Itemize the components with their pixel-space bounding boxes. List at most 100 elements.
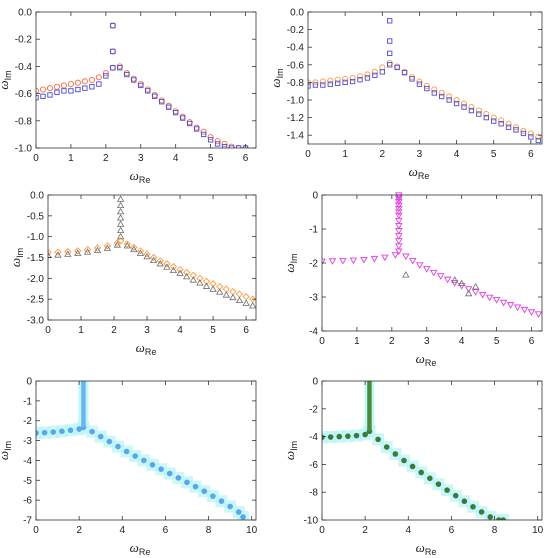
y-tick-label: -5 (23, 476, 32, 487)
y-tick-label: -2 (309, 404, 318, 415)
series-0 (48, 237, 256, 303)
data-point (215, 288, 224, 295)
data-point (345, 433, 351, 439)
data-point (496, 517, 502, 520)
data-point (527, 130, 534, 137)
plot-area (36, 381, 250, 520)
data-point (201, 488, 208, 495)
chart-panel-middle-right: 0 1 2 3 4 5 6 -4 -3 -2 -1 0 ωRe ωIm (282, 191, 543, 368)
data-point (371, 68, 378, 75)
x-tick-label: 1 (354, 336, 360, 347)
plot-area (36, 22, 249, 148)
y-tick-label: -0.2 (15, 35, 33, 46)
data-point (242, 299, 250, 306)
data-point (450, 280, 459, 287)
y-tick-label: 0.0 (30, 191, 44, 202)
data-point (41, 429, 48, 436)
data-point (180, 115, 186, 121)
data-point (235, 290, 244, 298)
x-tick-label: 10 (532, 525, 544, 536)
data-point (156, 257, 164, 265)
data-point (322, 434, 325, 441)
x-axis-label: ωRe (416, 351, 437, 368)
data-point (50, 429, 57, 435)
data-point (249, 302, 256, 309)
x-tick-label: 1 (342, 149, 348, 160)
data-point (176, 269, 184, 276)
x-tick-label: 3 (424, 336, 430, 347)
data-point (395, 196, 403, 203)
x-tick-label: 1 (78, 325, 84, 336)
data-point (192, 483, 199, 490)
series-1 (308, 18, 541, 144)
data-point (401, 457, 407, 464)
data-point (535, 133, 542, 141)
data-point (67, 81, 74, 88)
chart-panel-middle-left: 0 1 2 3 4 5 6 -3.0 -2.5 -2.0 -1.5 -1.0 -0.5 0.0 ωRe ωIm (8, 191, 257, 357)
data-point (471, 289, 480, 296)
data-point (513, 127, 519, 133)
data-point (116, 232, 125, 240)
chart-panel-top-left: 0 1 2 3 4 5 6 -1.0 -0.8 -0.6 -0.4 -0.2 0.0 ωRe ωIm (0, 8, 257, 185)
data-point (82, 85, 88, 91)
data-point (116, 195, 125, 202)
x-axis-label: ωRe (409, 164, 430, 181)
y-tick-label: 0.0 (18, 8, 32, 19)
data-point (490, 114, 497, 121)
data-point (196, 279, 204, 286)
data-point (312, 82, 319, 88)
data-point (46, 85, 54, 92)
data-point (375, 436, 381, 443)
y-tick-label: -0.6 (287, 60, 305, 71)
data-point (222, 291, 230, 298)
y-tick-label: 0 (312, 377, 318, 388)
data-point (505, 124, 512, 130)
data-point (228, 145, 235, 148)
data-point (353, 432, 360, 439)
vertical-branch (367, 381, 372, 432)
data-point (349, 78, 356, 85)
y-tick-label: -3 (309, 293, 318, 304)
data-point (93, 246, 102, 254)
data-point (143, 250, 151, 258)
data-point (176, 265, 184, 274)
y-tick-label: -1.0 (27, 232, 45, 243)
y-tick-label: -4 (23, 456, 32, 467)
data-point (394, 64, 400, 71)
data-point (416, 81, 423, 87)
data-point (182, 272, 191, 280)
data-point (464, 286, 473, 293)
x-axis-label: ωRe (130, 540, 151, 557)
x-tick-label: 0 (305, 149, 311, 160)
data-point (470, 503, 476, 510)
data-point (53, 83, 61, 90)
data-point (362, 431, 368, 438)
data-point (457, 283, 466, 290)
data-point (535, 137, 541, 144)
data-point (328, 258, 337, 265)
y-tick-label: -1.0 (15, 144, 33, 155)
data-point (349, 257, 358, 265)
data-point (498, 121, 504, 127)
x-tick-label: 6 (449, 525, 455, 536)
data-point (54, 251, 62, 258)
data-point (67, 427, 74, 434)
y-tick-label: -0.2 (287, 25, 305, 36)
data-point (184, 479, 190, 486)
data-point (123, 242, 131, 249)
data-point (214, 141, 221, 147)
data-point (123, 448, 130, 455)
data-point (483, 114, 489, 121)
data-point (156, 259, 164, 267)
data-point (395, 202, 403, 210)
data-point (320, 82, 326, 88)
data-point (89, 84, 95, 90)
x-tick-label: 0 (319, 336, 325, 347)
x-tick-label: 3 (144, 325, 150, 336)
y-tick-label: -6 (23, 496, 32, 507)
data-point (242, 293, 250, 301)
data-point (102, 70, 109, 77)
y-tick-label: -1.4 (287, 131, 305, 142)
data-point (475, 107, 482, 114)
data-point (40, 93, 46, 99)
